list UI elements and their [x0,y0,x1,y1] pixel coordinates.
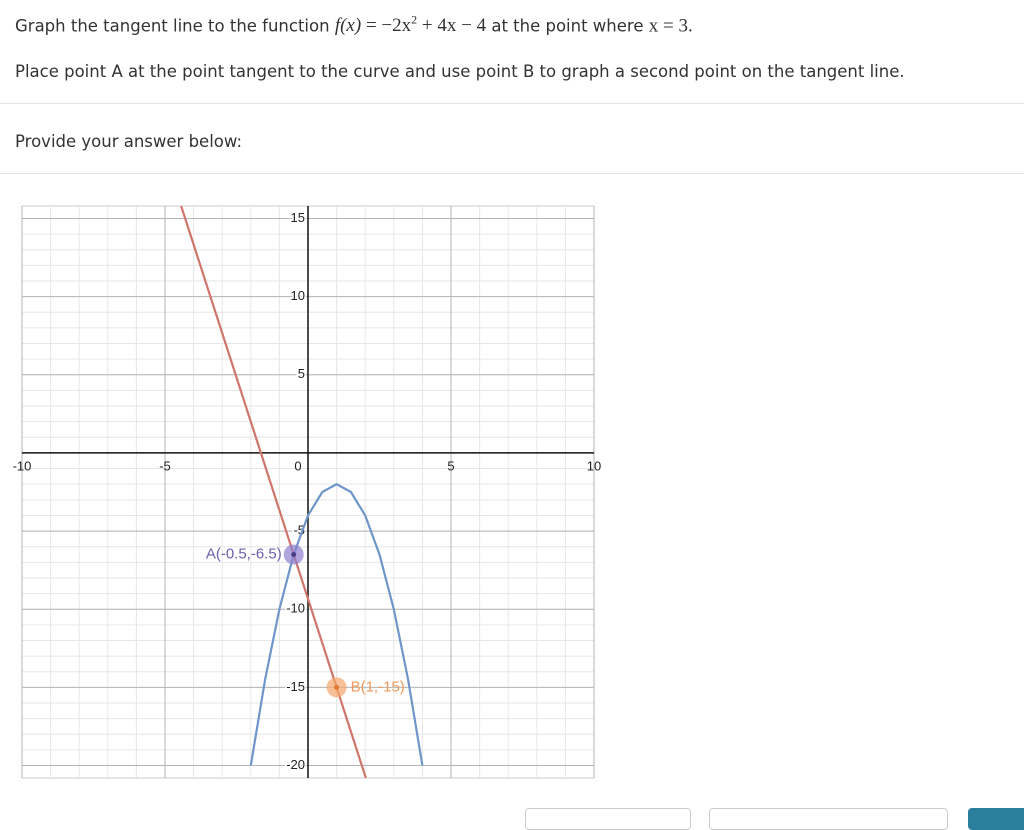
y-tick-label: 15 [291,210,305,225]
question: Graph the tangent line to the function f… [15,13,693,37]
y-tick-label: -5 [293,523,305,538]
x-tick-label: -10 [13,458,32,473]
point [291,552,297,558]
y-tick-label: -20 [286,757,305,772]
condition: x = 3. [648,15,693,37]
x-tick-label: 10 [587,458,601,473]
button[interactable] [525,808,691,830]
button[interactable] [968,808,1024,830]
point [334,684,340,690]
question-text: at the point where [491,16,644,36]
answer-prompt: Provide your answer below: [15,132,243,151]
question-text: Graph the tangent line to the function [15,16,330,36]
separator [0,173,1024,174]
y-tick-label: -15 [286,679,305,694]
point-label: A(-0.5,-6.5) [206,545,282,562]
function: f(x) = −2x2 + 4x − 4 [334,13,487,37]
x-tick-label: -5 [159,458,171,473]
y-tick-label: 5 [298,366,305,381]
y-tick-label: -10 [286,601,305,616]
function-body: = −2x [365,15,412,37]
x-tick-label: 5 [447,458,454,473]
x-tick-label: 0 [294,458,301,473]
function-rest: + 4x − 4 [421,15,487,37]
instruction: Place point A at the point tangent to th… [15,62,905,81]
curve [249,482,424,766]
button[interactable] [709,808,948,830]
separator [0,103,1024,104]
point-label: B(1,-15) [351,678,405,695]
y-tick-label: 10 [291,288,305,303]
function-name: f(x) [334,15,362,37]
exponent: 2 [411,13,418,27]
